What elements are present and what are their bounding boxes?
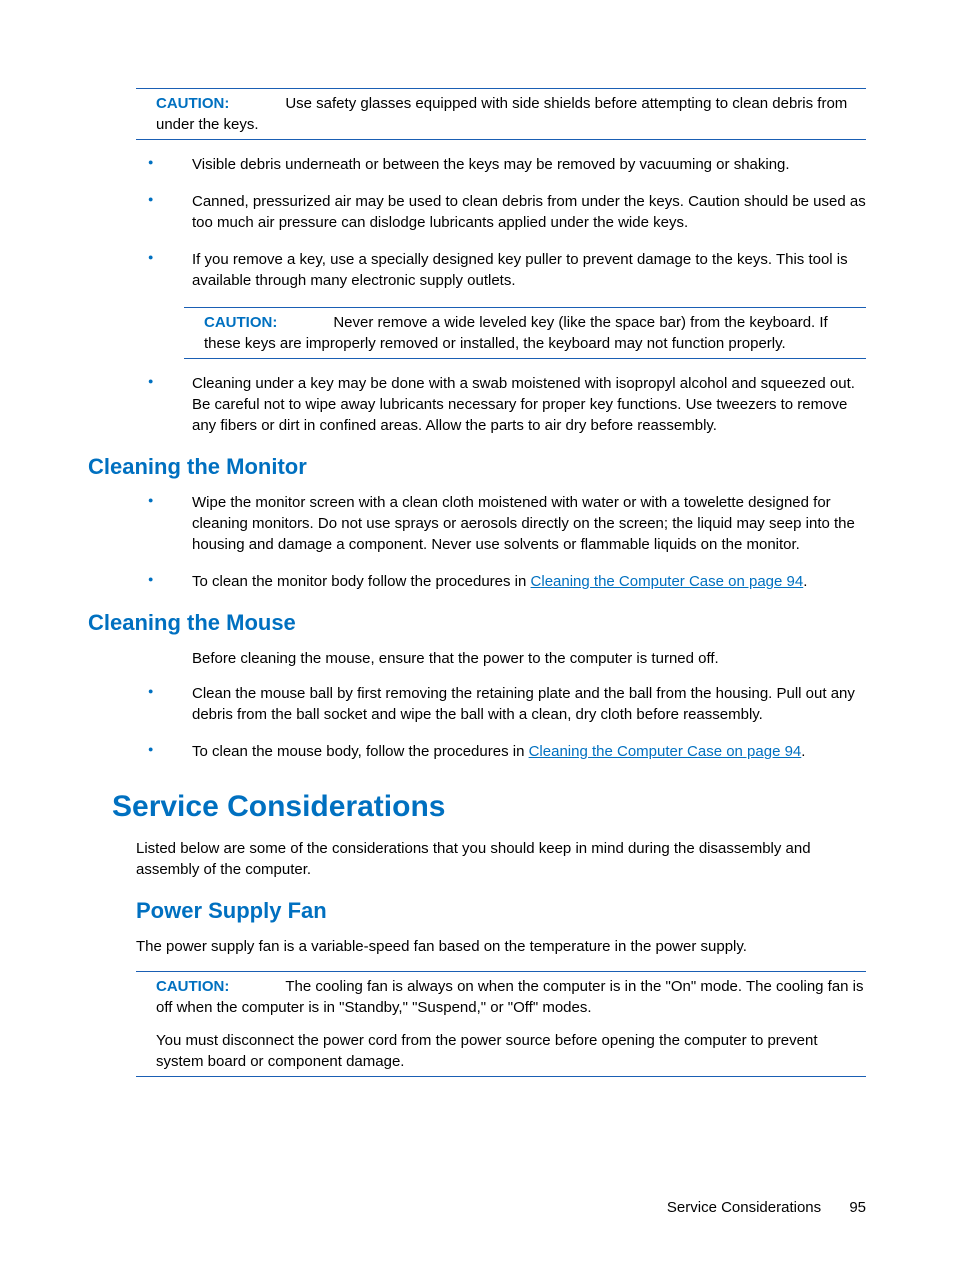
bullet-list: Visible debris underneath or between the…	[148, 154, 866, 291]
list-text-post: .	[801, 743, 805, 760]
list-item: Wipe the monitor screen with a clean clo…	[148, 492, 866, 555]
list-item: If you remove a key, use a specially des…	[148, 249, 866, 291]
list-item: Visible debris underneath or between the…	[148, 154, 866, 175]
bullet-list: Clean the mouse ball by first removing t…	[148, 683, 866, 762]
list-text: Canned, pressurized air may be used to c…	[192, 193, 866, 231]
list-item: To clean the monitor body follow the pro…	[148, 571, 866, 592]
bullet-list: Cleaning under a key may be done with a …	[148, 373, 866, 436]
intro-text: The power supply fan is a variable-speed…	[136, 936, 866, 957]
caution-label: CAUTION:	[156, 978, 229, 995]
caution-text: Use safety glasses equipped with side sh…	[156, 95, 847, 133]
caution-text: Never remove a wide leveled key (like th…	[204, 314, 828, 352]
list-item: Clean the mouse ball by first removing t…	[148, 683, 866, 725]
page-number: 95	[849, 1199, 866, 1216]
page-footer: Service Considerations 95	[667, 1199, 866, 1216]
heading-monitor: Cleaning the Monitor	[88, 454, 866, 480]
list-text: Visible debris underneath or between the…	[192, 156, 790, 173]
caution-label: CAUTION:	[156, 95, 229, 112]
list-text: Clean the mouse ball by first removing t…	[192, 685, 855, 723]
cross-reference-link[interactable]: Cleaning the Computer Case on page 94	[529, 743, 802, 760]
caution-text: The cooling fan is always on when the co…	[156, 978, 864, 1016]
heading-mouse: Cleaning the Mouse	[88, 610, 866, 636]
list-text-pre: To clean the mouse body, follow the proc…	[192, 743, 529, 760]
list-text: Cleaning under a key may be done with a …	[192, 375, 855, 434]
caution-box: CAUTION:Use safety glasses equipped with…	[136, 88, 866, 140]
caution-label: CAUTION:	[204, 314, 277, 331]
footer-title: Service Considerations	[667, 1199, 821, 1216]
caution-box: CAUTION:The cooling fan is always on whe…	[136, 971, 866, 1077]
list-text-pre: To clean the monitor body follow the pro…	[192, 573, 531, 590]
list-item: Canned, pressurized air may be used to c…	[148, 191, 866, 233]
intro-text: Before cleaning the mouse, ensure that t…	[192, 648, 866, 669]
list-item: Cleaning under a key may be done with a …	[148, 373, 866, 436]
list-item: To clean the mouse body, follow the proc…	[148, 741, 866, 762]
list-text-post: .	[803, 573, 807, 590]
list-text: Wipe the monitor screen with a clean clo…	[192, 494, 855, 553]
list-text: If you remove a key, use a specially des…	[192, 251, 848, 289]
cross-reference-link[interactable]: Cleaning the Computer Case on page 94	[531, 573, 804, 590]
document-page: CAUTION:Use safety glasses equipped with…	[0, 0, 954, 1077]
heading-fan: Power Supply Fan	[136, 898, 866, 924]
bullet-list: Wipe the monitor screen with a clean clo…	[148, 492, 866, 592]
caution-text: You must disconnect the power cord from …	[156, 1030, 866, 1072]
caution-box: CAUTION:Never remove a wide leveled key …	[184, 307, 866, 359]
intro-text: Listed below are some of the considerati…	[136, 838, 866, 880]
heading-service: Service Considerations	[112, 790, 866, 824]
